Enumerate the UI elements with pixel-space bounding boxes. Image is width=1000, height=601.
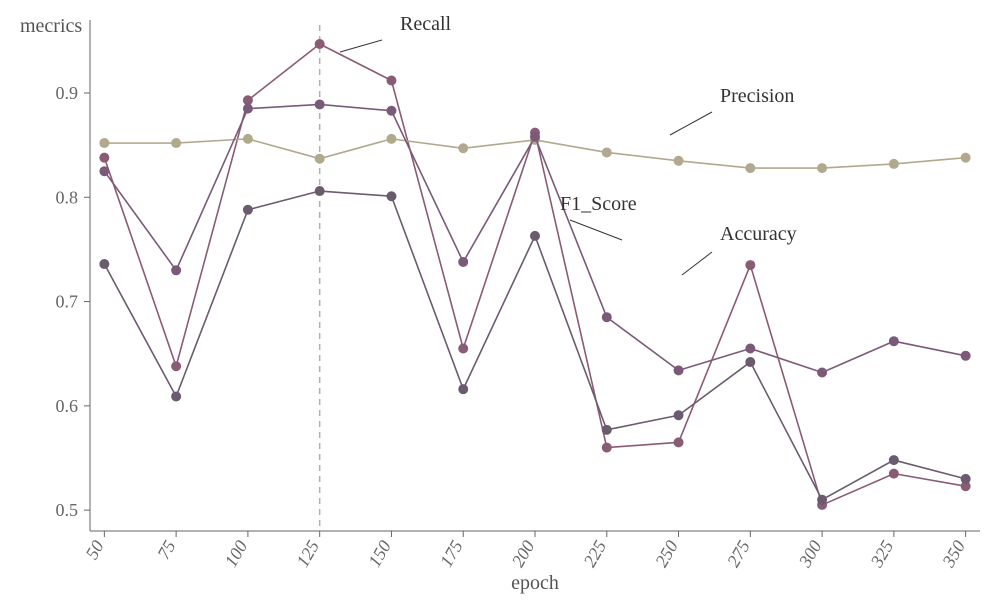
series-marker — [315, 100, 324, 109]
series-marker — [746, 261, 755, 270]
chart-svg: 0.50.60.70.80.95075100125150175200225250… — [0, 0, 1000, 601]
series-marker — [602, 425, 611, 434]
series-marker — [459, 344, 468, 353]
series-marker — [100, 153, 109, 162]
series-marker — [602, 443, 611, 452]
x-axis-label: epoch — [511, 572, 559, 594]
series-marker — [818, 164, 827, 173]
series-marker — [315, 39, 324, 48]
series-marker — [961, 474, 970, 483]
series-marker — [243, 96, 252, 105]
series-marker — [172, 362, 181, 371]
series-marker — [889, 337, 898, 346]
metrics-chart: 0.50.60.70.80.95075100125150175200225250… — [0, 0, 1000, 601]
annotation-recall: Recall — [400, 13, 452, 35]
series-marker — [746, 164, 755, 173]
y-tick-label: 0.7 — [56, 292, 79, 312]
series-marker — [818, 368, 827, 377]
series-marker — [602, 313, 611, 322]
series-marker — [100, 167, 109, 176]
series-marker — [315, 187, 324, 196]
series-marker — [746, 344, 755, 353]
series-marker — [387, 106, 396, 115]
series-marker — [961, 153, 970, 162]
series-marker — [531, 231, 540, 240]
series-marker — [531, 132, 540, 141]
annotation-accuracy: Accuracy — [720, 223, 797, 245]
series-marker — [172, 392, 181, 401]
series-marker — [674, 156, 683, 165]
series-marker — [100, 139, 109, 148]
y-axis-label: mecrics — [20, 15, 82, 37]
series-marker — [172, 139, 181, 148]
series-marker — [459, 144, 468, 153]
series-marker — [387, 76, 396, 85]
series-marker — [243, 205, 252, 214]
series-marker — [674, 438, 683, 447]
series-marker — [674, 366, 683, 375]
y-tick-label: 0.5 — [56, 500, 79, 520]
series-marker — [172, 266, 181, 275]
series-marker — [100, 260, 109, 269]
series-marker — [315, 154, 324, 163]
series-marker — [387, 192, 396, 201]
series-marker — [459, 257, 468, 266]
series-marker — [746, 358, 755, 367]
series-marker — [889, 456, 898, 465]
series-marker — [243, 104, 252, 113]
series-marker — [889, 469, 898, 478]
annotation-f1_score: F1_Score — [560, 193, 637, 215]
series-marker — [459, 385, 468, 394]
y-tick-label: 0.6 — [56, 396, 79, 416]
series-marker — [674, 411, 683, 420]
annotation-precision: Precision — [720, 85, 794, 107]
y-tick-label: 0.9 — [56, 83, 79, 103]
series-marker — [818, 495, 827, 504]
series-marker — [387, 134, 396, 143]
series-marker — [243, 134, 252, 143]
series-marker — [602, 148, 611, 157]
series-marker — [961, 351, 970, 360]
y-tick-label: 0.8 — [56, 187, 79, 207]
series-marker — [889, 159, 898, 168]
